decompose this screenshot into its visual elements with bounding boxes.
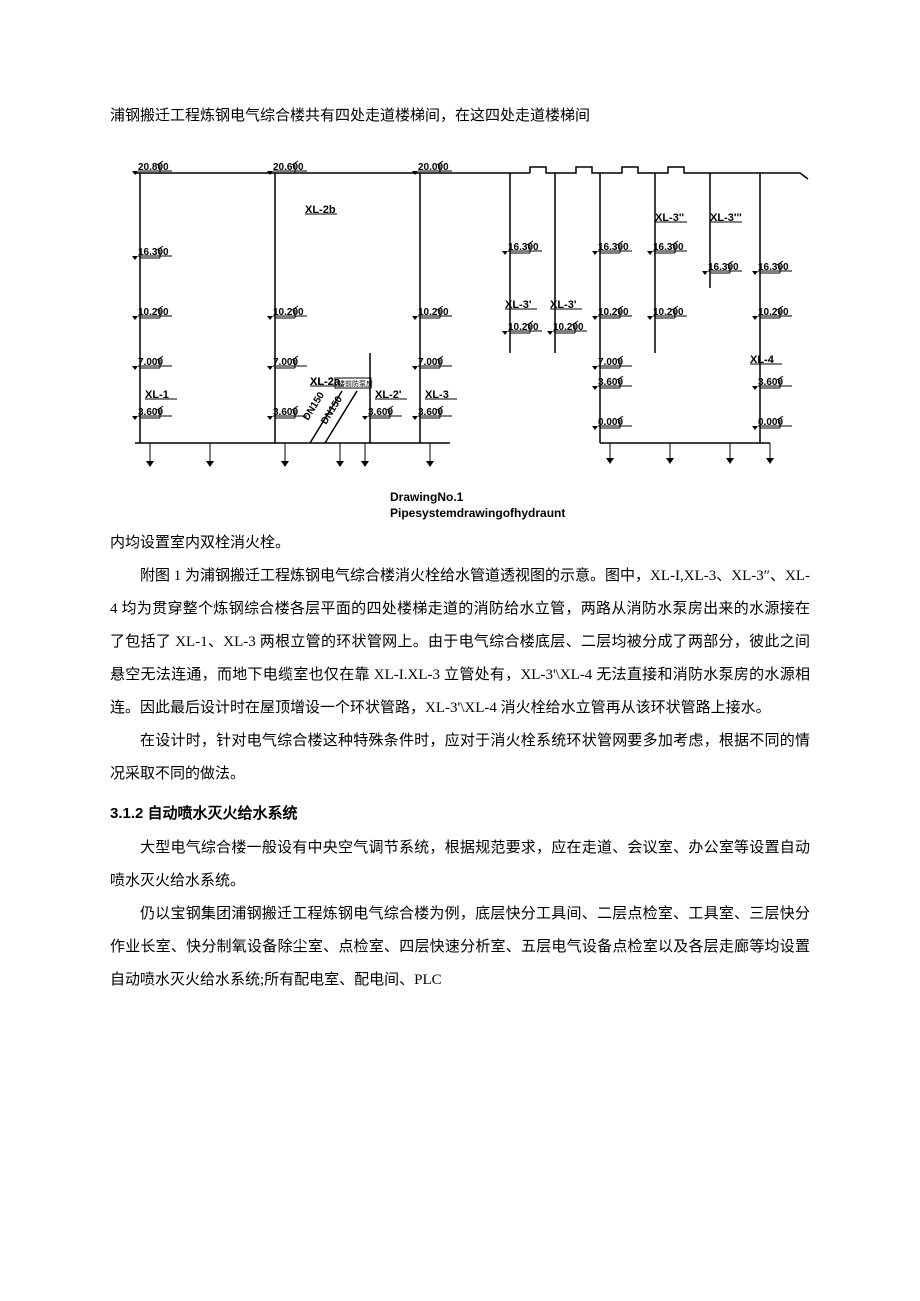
caption-line-1: DrawingNo.1 [390,490,810,506]
paragraph-1: 浦钢搬迁工程炼钢电气综合楼共有四处走道楼梯间，在这四处走道楼梯间 [110,100,810,133]
caption-line-2: Pipesystemdrawingofhydraunt [390,506,810,522]
pipe-diagram-svg: 楼前防泵房DN150DN15020.80016.30010.2007.0003.… [110,153,810,473]
paragraph-3: 附图 1 为浦钢搬迁工程炼钢电气综合楼消火栓给水管道透视图的示意。图中，XL-I… [110,560,810,725]
paragraph-2: 内均设置室内双栓消火栓。 [110,527,810,560]
paragraph-5: 大型电气综合楼一般设有中央空气调节系统，根据规范要求，应在走道、会议室、办公室等… [110,832,810,898]
pipe-diagram: 楼前防泵房DN150DN15020.80016.30010.2007.0003.… [110,153,810,486]
paragraph-4: 在设计时，针对电气综合楼这种特殊条件时，应对于消火栓系统环状管网要多加考虑，根据… [110,725,810,791]
diagram-caption: DrawingNo.1 Pipesystemdrawingofhydraunt [390,490,810,521]
section-heading-3-1-2: 3.1.2 自动喷水灭火给水系统 [110,797,810,830]
document-page: 浦钢搬迁工程炼钢电气综合楼共有四处走道楼梯间，在这四处走道楼梯间 楼前防泵房DN… [0,0,920,1057]
paragraph-6: 仍以宝钢集团浦钢搬迁工程炼钢电气综合楼为例，底层快分工具间、二层点检室、工具室、… [110,898,810,997]
svg-text:楼前防泵房: 楼前防泵房 [338,379,373,388]
